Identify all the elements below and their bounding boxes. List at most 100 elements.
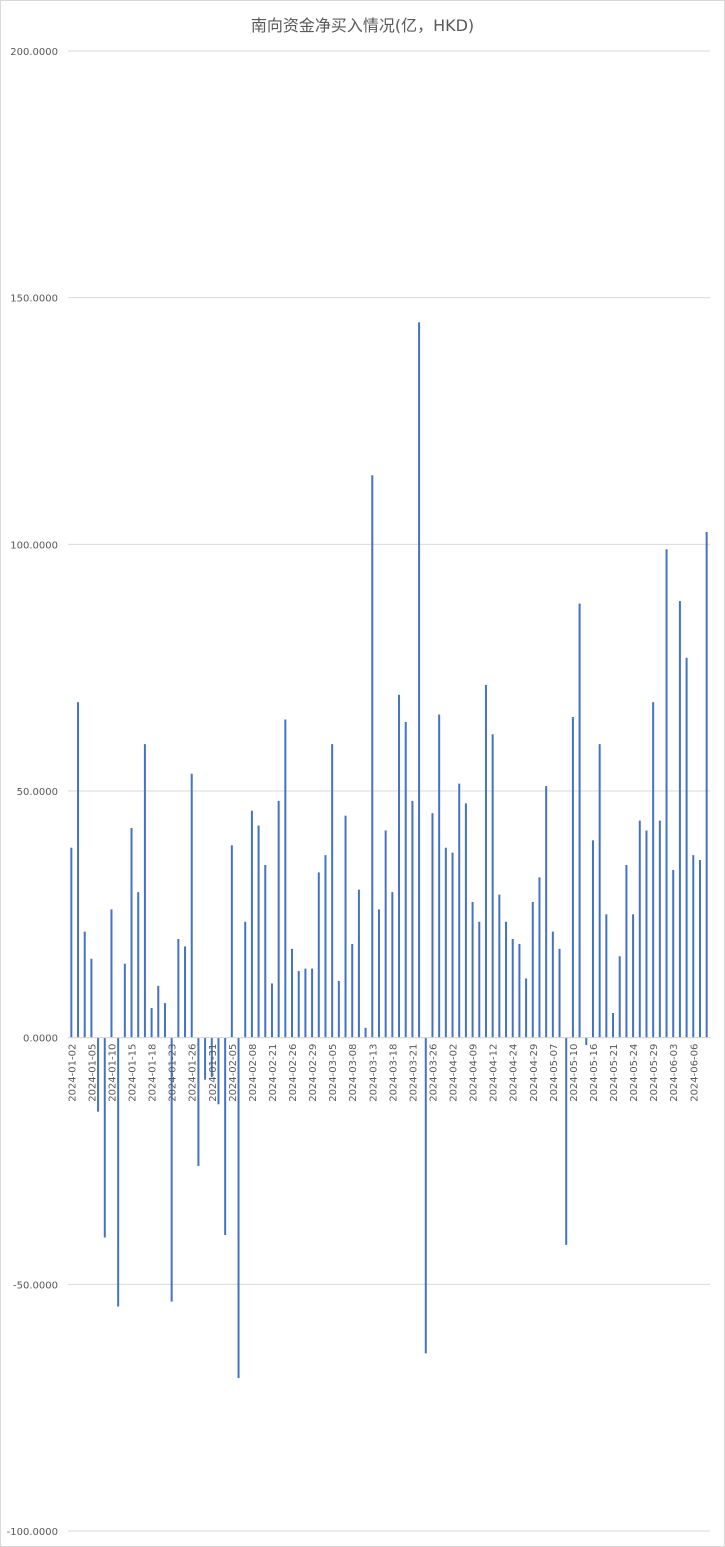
bar xyxy=(438,714,441,1038)
bar xyxy=(170,1037,173,1302)
bar xyxy=(585,1037,588,1046)
bar xyxy=(418,322,421,1038)
bar xyxy=(224,1037,227,1235)
bar xyxy=(331,744,334,1038)
bar xyxy=(270,983,273,1038)
bar xyxy=(184,946,187,1038)
x-tick-label: 2024-01-26 xyxy=(188,1044,199,1102)
bar xyxy=(257,825,260,1038)
x-tick-label: 2024-01-31 xyxy=(208,1044,219,1102)
y-tick-label: 150.0000 xyxy=(10,294,58,305)
bar xyxy=(398,694,401,1038)
x-tick-label: 2024-01-18 xyxy=(148,1044,159,1102)
bar xyxy=(97,1037,100,1112)
bar xyxy=(177,939,180,1038)
x-tick-label: 2024-01-05 xyxy=(87,1044,98,1102)
bar xyxy=(678,601,681,1038)
y-tick-label: -50.0000 xyxy=(13,1280,58,1291)
bar xyxy=(291,948,294,1038)
bar xyxy=(351,943,354,1038)
x-tick-label: 2024-04-12 xyxy=(489,1044,500,1102)
x-axis-ticks: 2024-01-02 2024-01-05 2024-01-10 2024-01-15… xyxy=(67,1044,700,1102)
x-tick-label: 2024-01-02 xyxy=(67,1044,78,1102)
bar xyxy=(123,963,126,1038)
bar xyxy=(317,872,320,1038)
x-tick-label: 2024-03-18 xyxy=(388,1044,399,1102)
bar xyxy=(545,786,548,1038)
x-tick-label: 2024-05-29 xyxy=(649,1044,660,1102)
bar xyxy=(538,877,541,1038)
x-tick-label: 2024-02-05 xyxy=(228,1044,239,1102)
bar xyxy=(685,657,688,1038)
x-tick-label: 2024-03-21 xyxy=(408,1044,419,1102)
x-tick-label: 2024-03-05 xyxy=(328,1044,339,1102)
bar xyxy=(284,719,287,1038)
x-tick-label: 2024-01-10 xyxy=(107,1044,118,1102)
bar xyxy=(612,1013,615,1038)
bar xyxy=(444,847,447,1038)
bar xyxy=(652,702,655,1038)
bar xyxy=(578,603,581,1038)
bar xyxy=(244,921,247,1038)
bar xyxy=(672,869,675,1038)
bar xyxy=(197,1037,200,1166)
bar xyxy=(511,939,514,1038)
gridlines xyxy=(68,50,710,1532)
bar xyxy=(498,894,501,1038)
bar xyxy=(237,1037,240,1379)
bar xyxy=(638,820,641,1038)
bar xyxy=(705,532,708,1038)
bar xyxy=(250,810,253,1038)
bar xyxy=(431,813,434,1038)
bar xyxy=(190,773,193,1038)
bar xyxy=(117,1037,120,1307)
bar xyxy=(297,971,300,1038)
bar xyxy=(618,956,621,1038)
bar xyxy=(90,958,93,1038)
bar xyxy=(424,1037,427,1354)
bar xyxy=(337,980,340,1038)
x-tick-label: 2024-03-13 xyxy=(368,1044,379,1102)
bar xyxy=(150,1008,153,1038)
x-tick-label: 2024-02-26 xyxy=(288,1044,299,1102)
bar xyxy=(217,1037,220,1105)
bar xyxy=(411,800,414,1038)
x-tick-label: 2024-02-08 xyxy=(248,1044,259,1102)
x-tick-label: 2024-02-21 xyxy=(268,1044,279,1102)
y-tick-label: 100.0000 xyxy=(10,540,58,551)
bar xyxy=(478,921,481,1038)
bar xyxy=(230,845,233,1038)
bar xyxy=(357,889,360,1038)
bar xyxy=(658,820,661,1038)
x-tick-label: 2024-05-07 xyxy=(549,1044,560,1102)
bar xyxy=(143,744,146,1038)
bar xyxy=(458,783,461,1038)
bar xyxy=(110,909,113,1038)
bars xyxy=(70,322,708,1379)
bar xyxy=(625,865,628,1038)
x-tick-label: 2024-02-29 xyxy=(308,1044,319,1102)
bar xyxy=(605,914,608,1038)
bar xyxy=(70,847,73,1038)
bar xyxy=(525,978,528,1038)
bar xyxy=(163,1003,166,1038)
bar xyxy=(210,1037,213,1078)
x-tick-label: 2024-05-24 xyxy=(629,1044,640,1102)
bar xyxy=(384,830,387,1038)
bar xyxy=(130,828,133,1038)
y-tick-label: 50.0000 xyxy=(17,787,58,798)
bar xyxy=(471,902,474,1038)
bar xyxy=(404,721,407,1038)
bar xyxy=(591,840,594,1038)
bar xyxy=(632,914,635,1038)
bar xyxy=(377,909,380,1038)
bar xyxy=(324,855,327,1038)
x-tick-label: 2024-01-15 xyxy=(128,1044,139,1102)
y-tick-label: 0.0000 xyxy=(23,1034,58,1045)
bar xyxy=(565,1037,568,1245)
bar xyxy=(598,744,601,1038)
bar xyxy=(491,734,494,1038)
bar xyxy=(698,860,701,1038)
